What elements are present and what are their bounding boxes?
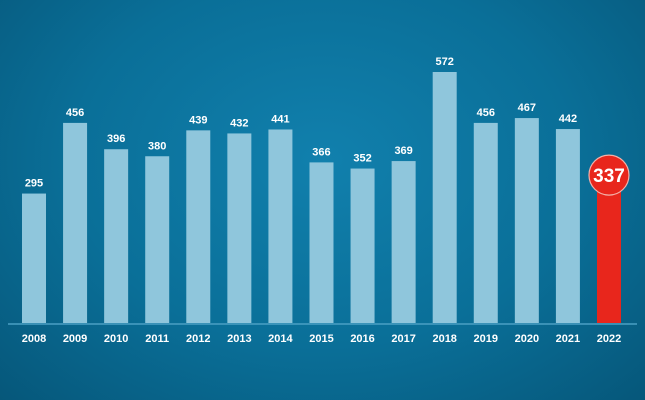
bar-2018 <box>432 72 457 323</box>
x-tick-label: 2016 <box>350 333 374 345</box>
data-label: 366 <box>312 146 330 158</box>
x-tick-label: 2014 <box>268 333 293 345</box>
x-tick-label: 2008 <box>22 333 46 345</box>
bar-2015 <box>309 162 334 323</box>
x-tick-label: 2022 <box>597 333 621 345</box>
bar-2022 <box>596 175 621 323</box>
x-tick-label: 2019 <box>474 333 498 345</box>
x-tick-label: 2015 <box>309 333 333 345</box>
bar-2010 <box>104 149 129 323</box>
data-label: 295 <box>25 178 43 190</box>
data-label: 432 <box>230 117 248 129</box>
x-tick-label: 2013 <box>227 333 251 345</box>
data-label: 456 <box>66 107 84 119</box>
data-label: 352 <box>353 153 371 165</box>
data-label: 337 <box>593 166 625 187</box>
data-label: 442 <box>559 113 577 125</box>
data-label: 396 <box>107 133 125 145</box>
data-label: 456 <box>477 107 495 119</box>
bar-2017 <box>391 161 416 323</box>
x-tick-label: 2009 <box>63 333 87 345</box>
x-tick-label: 2017 <box>391 333 415 345</box>
bar-2016 <box>350 168 375 323</box>
x-tick-label: 2010 <box>104 333 128 345</box>
x-tick-label: 2021 <box>556 333 580 345</box>
data-label: 439 <box>189 114 207 126</box>
data-label: 441 <box>271 113 289 125</box>
data-label: 467 <box>518 102 536 114</box>
highlight-circle <box>588 154 630 196</box>
bar-2021 <box>555 129 580 323</box>
bar-2014 <box>268 129 293 323</box>
bar-2008 <box>22 193 46 323</box>
bar-2012 <box>186 130 211 323</box>
bar-2019 <box>473 122 498 323</box>
bar-2013 <box>227 133 252 323</box>
data-label: 380 <box>148 140 166 152</box>
bar-2009 <box>63 122 88 323</box>
bar-2020 <box>514 118 539 324</box>
bar-2011 <box>145 156 170 323</box>
x-tick-label: 2012 <box>186 333 210 345</box>
x-tick-label: 2018 <box>432 333 456 345</box>
x-tick-label: 2011 <box>145 333 169 345</box>
data-label: 572 <box>436 56 454 68</box>
data-label: 369 <box>394 145 412 157</box>
x-tick-label: 2020 <box>515 333 539 345</box>
